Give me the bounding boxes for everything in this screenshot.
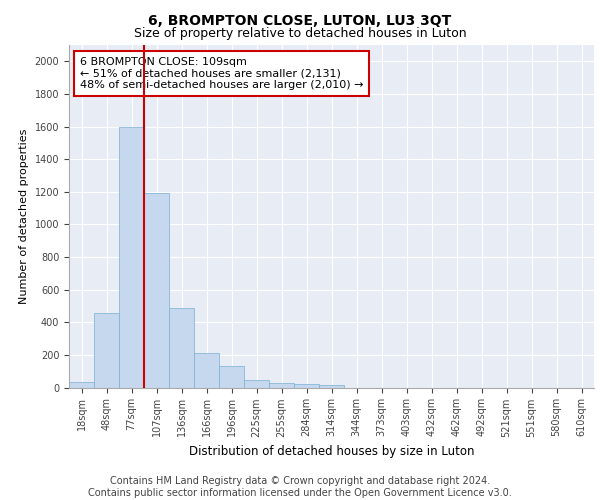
Text: Size of property relative to detached houses in Luton: Size of property relative to detached ho… — [134, 28, 466, 40]
Bar — [94, 314, 119, 388]
Bar — [119, 126, 144, 388]
Bar — [219, 366, 244, 388]
Bar — [169, 308, 194, 388]
X-axis label: Distribution of detached houses by size in Luton: Distribution of detached houses by size … — [189, 445, 474, 458]
Y-axis label: Number of detached properties: Number of detached properties — [19, 128, 29, 304]
Bar — [269, 382, 294, 388]
Bar — [319, 385, 344, 388]
Bar — [144, 192, 169, 388]
Text: 6 BROMPTON CLOSE: 109sqm
← 51% of detached houses are smaller (2,131)
48% of sem: 6 BROMPTON CLOSE: 109sqm ← 51% of detach… — [79, 57, 363, 90]
Text: 6, BROMPTON CLOSE, LUTON, LU3 3QT: 6, BROMPTON CLOSE, LUTON, LU3 3QT — [148, 14, 452, 28]
Text: Contains HM Land Registry data © Crown copyright and database right 2024.
Contai: Contains HM Land Registry data © Crown c… — [88, 476, 512, 498]
Bar — [194, 353, 219, 388]
Bar — [69, 382, 94, 388]
Bar — [244, 380, 269, 388]
Bar — [294, 384, 319, 388]
